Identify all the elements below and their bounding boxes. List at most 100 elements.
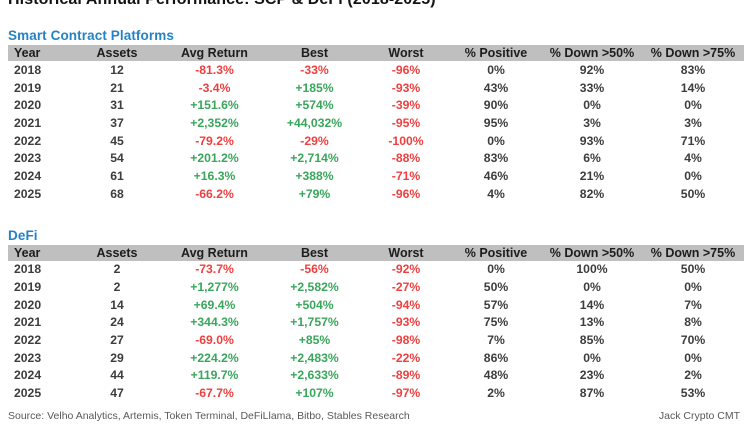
table-cell: -56% [300, 262, 329, 277]
table-cell: 33% [579, 80, 605, 95]
table-cell: 2021 [14, 315, 42, 330]
table-cell: 2022 [14, 333, 42, 348]
table-cell: 92% [579, 62, 605, 77]
table-row: 2025 68 -66.2% +79% -96% 4% 82% 50% [8, 185, 744, 203]
column-header: Avg Return [162, 45, 267, 61]
column-header: % Down >75% [642, 244, 744, 261]
table-cell: 3% [684, 115, 702, 130]
table-cell: 50% [483, 280, 509, 295]
table-cell: +151.6% [190, 98, 239, 113]
table-cell: 53% [680, 386, 706, 401]
table-cell: -97% [391, 386, 421, 401]
table-cell: +344.3% [190, 315, 239, 330]
table-row: 2022 45 -79.2% -29% -100% 0% 93% 71% [8, 132, 744, 150]
table-cell: 0% [583, 280, 601, 295]
table-cell: +69.4% [193, 297, 236, 312]
table-cell: -89% [391, 368, 421, 383]
table-row: 2021 24 +344.3% +1,757% -93% 75% 13% 8% [8, 314, 744, 332]
table-cell: -71% [391, 168, 421, 183]
table-cell: 83% [483, 151, 509, 166]
table-cell: 12 [110, 62, 124, 77]
table-cell: +79% [298, 186, 331, 201]
table-cell: -39% [391, 98, 421, 113]
table-cell: 23% [579, 368, 605, 383]
table-cell: 50% [680, 186, 706, 201]
table-cell: 29 [110, 350, 124, 365]
table-cell: 57% [483, 297, 509, 312]
table-cell: 71% [680, 133, 706, 148]
column-header: % Positive [450, 244, 542, 261]
table-cell: +2,352% [190, 115, 239, 130]
table-cell: -100% [388, 133, 424, 148]
table-cell: +44,032% [286, 115, 343, 130]
table-cell: +107% [295, 386, 334, 401]
table-cell: 2018 [14, 62, 42, 77]
table-cell: 48% [483, 368, 509, 383]
table-cell: -79.2% [195, 133, 234, 148]
table-cell: +185% [295, 80, 334, 95]
footer-credit: Jack Crypto CMT [658, 410, 740, 422]
table-cell: -33% [300, 62, 329, 77]
table-cell: 31 [110, 98, 124, 113]
table-cell: -93% [391, 315, 421, 330]
table-row: 2023 29 +224.2% +2,483% -22% 86% 0% 0% [8, 349, 744, 367]
table-cell: 21 [110, 80, 124, 95]
table-row: 2020 31 +151.6% +574% -39% 90% 0% 0% [8, 96, 744, 114]
column-header: % Down >75% [642, 45, 744, 61]
table-cell: 2% [487, 386, 505, 401]
table-cell: 4% [684, 151, 702, 166]
table-cell: 68 [110, 186, 124, 201]
table-cell: -94% [391, 297, 421, 312]
table-cell: -96% [391, 186, 421, 201]
table-cell: 2025 [14, 186, 42, 201]
column-header: Worst [362, 45, 450, 61]
table-cell: +2,633% [290, 368, 339, 383]
table-row: 2020 14 +69.4% +504% -94% 57% 14% 7% [8, 296, 744, 314]
column-header: % Positive [450, 45, 542, 61]
table-cell: -96% [391, 62, 421, 77]
column-header: Year [8, 244, 72, 261]
table-cell: -73.7% [195, 262, 234, 277]
table-row: 2024 44 +119.7% +2,633% -89% 48% 23% 2% [8, 367, 744, 385]
column-header: Year [8, 45, 72, 61]
table-row: 2022 27 -69.0% +85% -98% 7% 85% 70% [8, 331, 744, 349]
column-header: Assets [72, 244, 162, 261]
table-row: 2018 12 -81.3% -33% -96% 0% 92% 83% [8, 61, 744, 79]
table-cell: 45 [110, 133, 124, 148]
table-cell: +2,483% [290, 350, 339, 365]
table-row: 2021 37 +2,352% +44,032% -95% 95% 3% 3% [8, 114, 744, 132]
table-cell: 0% [684, 168, 702, 183]
table-cell: -88% [391, 151, 421, 166]
table-row: 2018 2 -73.7% -56% -92% 0% 100% 50% [8, 261, 744, 279]
table-cell: +388% [295, 168, 334, 183]
table-cell: 0% [487, 133, 505, 148]
table-cell: 0% [583, 350, 601, 365]
table-cell: -67.7% [195, 386, 234, 401]
table-cell: 86% [483, 350, 509, 365]
table-cell: 75% [483, 315, 509, 330]
table-cell: +16.3% [193, 168, 236, 183]
column-header: Assets [72, 45, 162, 61]
table-cell: 6% [583, 151, 601, 166]
table-cell: 24 [110, 315, 124, 330]
table-row: 2024 61 +16.3% +388% -71% 46% 21% 0% [8, 167, 744, 185]
table-cell: 14% [579, 297, 605, 312]
table-cell: 2025 [14, 386, 42, 401]
table-cell: 85% [579, 333, 605, 348]
table-cell: 0% [684, 350, 702, 365]
table-cell: -3.4% [198, 80, 231, 95]
table-cell: +85% [298, 333, 331, 348]
header-row: Year Assets Avg Return Best Worst% Positive%… [8, 45, 744, 61]
table-cell: 13% [579, 315, 605, 330]
table-cell: 2 [113, 262, 121, 277]
table-cell: -93% [391, 80, 421, 95]
table-cell: 43% [483, 80, 509, 95]
table-cell: 2019 [14, 80, 42, 95]
report-page: { "title": "Historical Annual Performanc… [8, 0, 744, 422]
table-cell: 21% [579, 168, 605, 183]
table-cell: 27 [110, 333, 124, 348]
table-cell: -66.2% [195, 186, 234, 201]
column-header: Best [267, 45, 362, 61]
table-cell: 54 [110, 151, 124, 166]
table-cell: +201.2% [190, 151, 239, 166]
